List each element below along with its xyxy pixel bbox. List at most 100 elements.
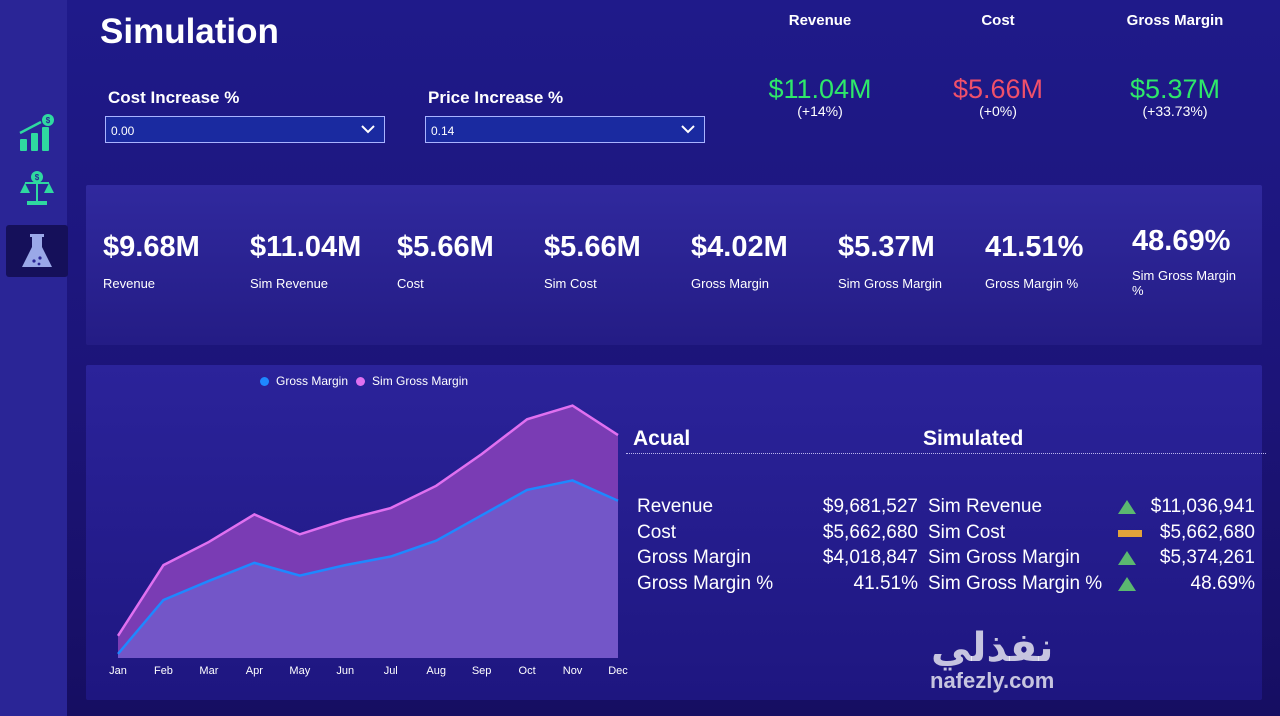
metric-revenue: $9.68M Revenue: [103, 231, 200, 291]
svg-text:$: $: [35, 173, 40, 182]
slicer-value: 0.14: [431, 124, 455, 138]
metric-gross-margin-pct: 41.51% Gross Margin %: [985, 231, 1083, 291]
x-tick-label: Apr: [246, 665, 263, 677]
row-value: $5,662,680: [822, 521, 918, 543]
x-tick-label: Dec: [608, 665, 628, 677]
line-sim-gross-margin: [116, 404, 619, 637]
x-tick-label: Jun: [336, 665, 354, 677]
chart-legend: Gross Margin Sim Gross Margin: [260, 374, 468, 388]
x-tick-label: May: [289, 665, 310, 677]
cost-increase-slicer: Cost Increase % 0.00: [105, 88, 385, 143]
metric-label: Gross Margin: [691, 276, 770, 291]
kpi-value: $5.66M: [952, 74, 1044, 104]
kpi-value: $11.04M: [768, 74, 872, 104]
row-sim-label: Sim Revenue: [928, 496, 1043, 517]
nav-balance[interactable]: $: [6, 163, 68, 215]
metric-value: 48.69%: [1132, 225, 1231, 257]
kpi-delta: (+14%): [797, 103, 843, 119]
x-tick-label: Mar: [199, 665, 218, 677]
legend-sim-gross-margin[interactable]: Sim Gross Margin: [372, 374, 469, 388]
metric-value: 41.51%: [985, 231, 1084, 263]
row-label: Gross Margin %: [637, 572, 774, 594]
metric-value: $11.04M: [250, 231, 362, 263]
slicer-label: Cost Increase %: [108, 88, 240, 107]
kpi-cost: Cost $5.66M (+0%): [923, 12, 1073, 119]
watermark-latin: nafezly.com: [930, 668, 1055, 693]
header-divider: [626, 453, 1266, 454]
simulated-header: Simulated: [923, 427, 1024, 450]
x-tick-label: Feb: [154, 665, 173, 677]
kpi-label: Gross Margin: [1126, 12, 1224, 29]
table-row: Gross Margin $4,018,847 Sim Gross Margin…: [637, 547, 1257, 571]
area-gross-margin: [118, 480, 618, 658]
legend-dot-gross-margin: [260, 376, 269, 386]
table-row: Gross Margin % 41.51% Sim Gross Margin %…: [637, 573, 1257, 597]
up-triangle-icon: [1118, 500, 1136, 514]
balance-scale-icon: $: [20, 171, 54, 205]
svg-text:$: $: [46, 116, 51, 125]
chevron-down-icon: [681, 125, 695, 134]
row-sim-label: Sim Gross Margin: [928, 547, 1081, 568]
metric-sim-gross-margin: $5.37M Sim Gross Margin: [838, 231, 942, 291]
row-sim-value: $5,374,261: [1159, 547, 1255, 568]
metric-label: Revenue: [103, 276, 156, 291]
chart-panel: Gross Margin Sim Gross Margin Jan Feb Mar A…: [86, 365, 1266, 700]
x-tick-label: Jul: [384, 665, 398, 677]
kpi-label: Revenue: [788, 12, 852, 29]
up-triangle-icon: [1118, 551, 1136, 565]
metric-cost: $5.66M Cost: [397, 231, 494, 291]
kpi-revenue: Revenue $11.04M (+14%): [745, 12, 895, 119]
page-title: Simulation: [100, 12, 279, 51]
metric-label: Cost: [397, 276, 424, 291]
metric-sim-gross-margin-pct: 48.69% Sim Gross Margin %: [1132, 225, 1247, 298]
row-label: Revenue: [637, 496, 714, 517]
chevron-down-icon: [361, 125, 375, 134]
nav-growth[interactable]: $: [6, 107, 68, 159]
row-sim-value: 48.69%: [1190, 572, 1255, 594]
x-tick-label: Jan: [109, 665, 127, 677]
row-label: Gross Margin: [637, 547, 752, 568]
row-value: $9,681,527: [822, 496, 918, 517]
x-tick-label: Oct: [519, 665, 536, 677]
slicer-label: Price Increase %: [428, 88, 564, 107]
row-sim-label: Sim Cost: [928, 521, 1006, 543]
nav-simulation[interactable]: [6, 225, 68, 277]
x-tick-label: Aug: [426, 665, 446, 677]
legend-gross-margin[interactable]: Gross Margin: [276, 374, 349, 388]
flat-bar-icon: [1118, 529, 1142, 537]
slicer-value: 0.00: [111, 124, 135, 138]
watermark-arabic: نفذلي: [930, 625, 1054, 671]
gross-margin-area-chart: Jan Feb Mar Apr May Jun Jul Aug Sep Oct Nov Dec: [109, 404, 628, 677]
row-sim-value: $5,662,680: [1159, 521, 1255, 543]
metric-label: Sim Gross Margin %: [1132, 268, 1237, 298]
metric-value: $9.68M: [103, 231, 200, 263]
row-sim-label: Sim Gross Margin %: [928, 572, 1103, 594]
x-tick-label: Nov: [563, 665, 583, 677]
metric-label: Gross Margin %: [985, 276, 1079, 291]
metric-gross-margin: $4.02M Gross Margin: [691, 231, 788, 291]
up-triangle-icon: [1118, 576, 1136, 591]
metric-label: Sim Cost: [544, 276, 597, 291]
metric-value: $5.66M: [397, 231, 494, 263]
cost-increase-dropdown[interactable]: 0.00: [105, 116, 385, 143]
kpi-value: $5.37M: [1129, 74, 1221, 104]
x-tick-label: Sep: [472, 665, 492, 677]
row-value: $4,018,847: [822, 547, 918, 568]
flask-icon: [22, 234, 52, 267]
metrics-card: $9.68M Revenue $11.04M Sim Revenue $5.66M C…: [86, 185, 1262, 345]
metric-label: Sim Revenue: [250, 276, 329, 291]
row-value: 41.51%: [853, 572, 918, 594]
table-row: Revenue $9,681,527 Sim Revenue $11,036,9…: [637, 496, 1257, 520]
price-increase-dropdown[interactable]: 0.14: [425, 116, 705, 143]
kpi-gross-margin: Gross Margin $5.37M (+33.73%): [1100, 12, 1250, 119]
metric-sim-cost: $5.66M Sim Cost: [544, 231, 641, 291]
metric-value: $5.66M: [544, 231, 641, 263]
metric-sim-revenue: $11.04M Sim Revenue: [250, 231, 361, 291]
row-sim-value: $11,036,941: [1150, 496, 1255, 517]
growth-chart-icon: $: [19, 114, 54, 151]
metric-value: $5.37M: [838, 231, 935, 263]
row-label: Cost: [637, 521, 677, 543]
watermark-logo: نفذلي nafezly.com: [930, 628, 1054, 694]
kpi-delta: (+33.73%): [1142, 103, 1208, 119]
price-increase-slicer: Price Increase % 0.14: [425, 88, 705, 143]
